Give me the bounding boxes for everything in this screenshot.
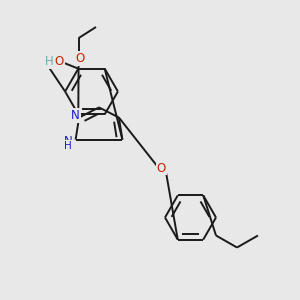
Text: H: H [64, 141, 72, 151]
Text: O: O [76, 52, 85, 65]
Text: H: H [45, 55, 54, 68]
Text: N: N [71, 109, 80, 122]
Text: O: O [157, 161, 166, 175]
Text: N: N [64, 135, 73, 148]
Text: O: O [55, 55, 64, 68]
